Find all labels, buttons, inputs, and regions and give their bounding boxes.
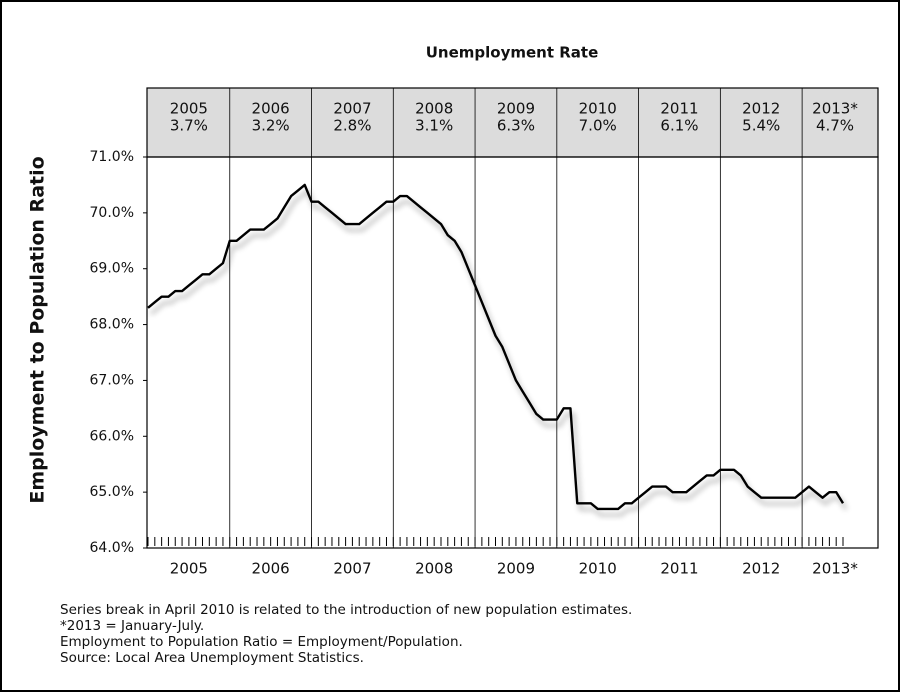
x-tick-label: 2011 — [660, 560, 698, 578]
x-tick-label: 2005 — [170, 560, 208, 578]
y-axis-label: Employment to Population Ratio — [27, 156, 49, 503]
panel-rate: 3.2% — [252, 117, 290, 135]
panel-rate: 3.7% — [170, 117, 208, 135]
panel-year: 2008 — [415, 100, 453, 118]
y-tick-label: 65.0% — [90, 484, 134, 500]
panel-year: 2009 — [497, 100, 535, 118]
panel-rate: 3.1% — [415, 117, 453, 135]
y-tick-label: 69.0% — [90, 261, 134, 277]
note: Series break in April 2010 is related to… — [60, 602, 632, 618]
y-tick-label: 67.0% — [90, 372, 134, 388]
note: Source: Local Area Unemployment Statisti… — [60, 650, 364, 666]
panel-year: 2013* — [812, 100, 858, 118]
panel-rate: 2.8% — [333, 117, 371, 135]
rate-panel — [146, 87, 879, 158]
panel-year: 2006 — [252, 100, 290, 118]
plot-area — [146, 156, 879, 549]
panel-rate: 6.3% — [497, 117, 535, 135]
note: *2013 = January-July. — [60, 618, 204, 634]
y-tick-label: 68.0% — [90, 317, 134, 333]
x-tick-label: 2010 — [579, 560, 617, 578]
panel-rate: 6.1% — [660, 117, 698, 135]
x-tick-label: 2012 — [742, 560, 780, 578]
note: Employment to Population Ratio = Employm… — [60, 634, 463, 650]
panel-year: 2012 — [742, 100, 780, 118]
panel-rate: 7.0% — [579, 117, 617, 135]
y-tick-label: 70.0% — [90, 205, 134, 221]
panel-year: 2010 — [579, 100, 617, 118]
y-tick-label: 64.0% — [90, 540, 134, 556]
x-tick-label: 2007 — [333, 560, 371, 578]
panel-year: 2011 — [660, 100, 698, 118]
y-tick-label: 71.0% — [90, 149, 134, 165]
panel-rate: 5.4% — [742, 117, 780, 135]
chart-title: Unemployment Rate — [426, 44, 599, 62]
x-tick-label: 2006 — [252, 560, 290, 578]
x-tick-label: 2009 — [497, 560, 535, 578]
panel-year: 2005 — [170, 100, 208, 118]
x-tick-label: 2008 — [415, 560, 453, 578]
panel-rate: 4.7% — [816, 117, 854, 135]
x-tick-label: 2013* — [812, 560, 858, 578]
y-tick-label: 66.0% — [90, 428, 134, 444]
panel-year: 2007 — [333, 100, 371, 118]
data-line — [147, 183, 845, 511]
